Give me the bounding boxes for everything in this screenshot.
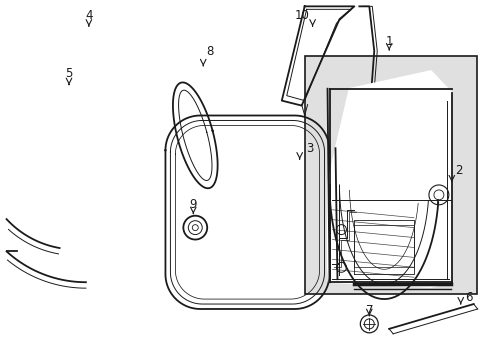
Text: 9: 9 [189, 198, 197, 211]
Text: 10: 10 [294, 9, 308, 22]
Text: 4: 4 [85, 9, 92, 22]
Bar [304, 56, 476, 294]
Text: 6: 6 [464, 291, 471, 303]
Text: 2: 2 [454, 163, 462, 176]
Text: 8: 8 [206, 45, 213, 58]
Text: 1: 1 [385, 35, 392, 48]
Text: 3: 3 [305, 142, 313, 155]
Polygon shape [327, 71, 451, 287]
Text: 5: 5 [65, 67, 73, 80]
Text: 7: 7 [365, 305, 372, 318]
